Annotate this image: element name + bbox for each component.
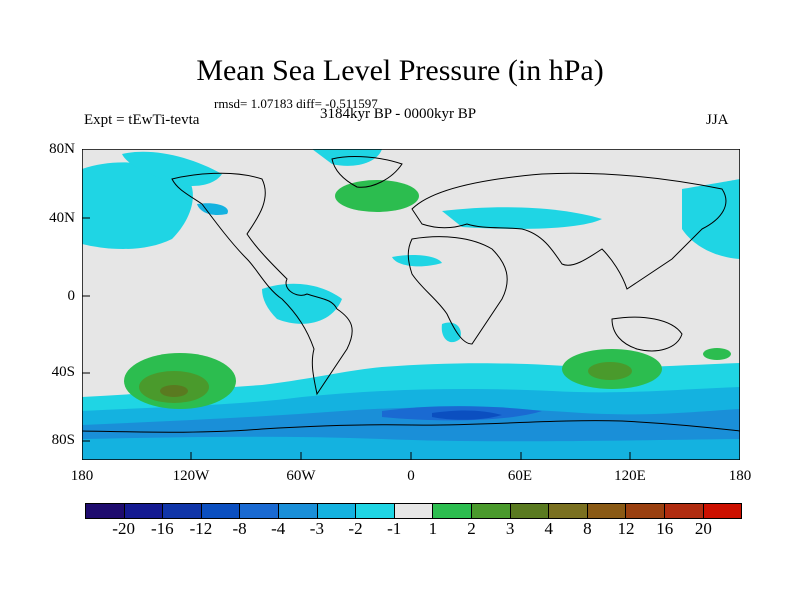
map-title: Mean Sea Level Pressure (in hPa) [196, 54, 604, 87]
americas-outline [171, 172, 353, 396]
stats-text: rmsd= 1.07183 diff= -0.511597 [214, 96, 378, 111]
antarctica-outline [82, 420, 740, 433]
colorbar-box [587, 504, 627, 518]
colorbar-label: -12 [189, 519, 213, 538]
season-label: JJA [706, 112, 729, 128]
coastlines [82, 156, 740, 433]
colorbar-box [124, 504, 164, 518]
colorbar-box [163, 504, 202, 518]
colorbar-box [471, 504, 511, 518]
colorbar-label: -8 [232, 519, 247, 538]
colorbar-label: 1 [428, 519, 438, 538]
positive-anomalies [124, 180, 731, 409]
lat-tick-40s: 40S [51, 364, 75, 380]
lon-tick-120w: 120W [172, 468, 210, 484]
colorbar-label: -3 [309, 519, 324, 538]
colorbar-label: 12 [617, 519, 635, 538]
colorbar-box [356, 504, 395, 518]
colorbar [85, 503, 742, 519]
lat-tick-0: 0 [67, 288, 76, 304]
colorbar-label: -4 [271, 519, 286, 538]
colorbar-label: 3 [505, 519, 515, 538]
southern-ocean-anomaly [82, 363, 740, 460]
lon-tick-180w: 180 [70, 468, 94, 484]
period-text: 3184kyr BP - 0000kyr BP [320, 106, 477, 122]
greenland-outline [331, 156, 403, 188]
colorbar-box [201, 504, 241, 518]
lat-tick-80n: 80N [49, 141, 75, 157]
colorbar-box [433, 504, 472, 518]
colorbar-box [394, 504, 434, 518]
colorbar-box [278, 504, 318, 518]
colorbar-box [240, 504, 279, 518]
africa-outline [407, 236, 508, 345]
colorbar-label: 8 [583, 519, 592, 538]
colorbar-label: 4 [544, 519, 554, 538]
colorbar-label: -20 [112, 519, 135, 538]
colorbar-label: -2 [348, 519, 363, 538]
lon-tick-180e: 180 [728, 468, 752, 484]
colorbar-box [510, 504, 550, 518]
map-panel [82, 149, 740, 460]
lat-tick-80s: 80S [51, 432, 75, 448]
australia-outline [611, 316, 683, 352]
lon-tick-0: 0 [407, 468, 415, 484]
colorbar-box [664, 504, 704, 518]
eurasia-outline [411, 172, 727, 290]
tick-marks [82, 149, 631, 460]
colorbar-box [703, 504, 742, 518]
experiment-label: Expt = tEwTi-tevta [84, 112, 200, 128]
lon-tick-120e: 120E [614, 468, 646, 484]
colorbar-box [626, 504, 665, 518]
lon-tick-60w: 60W [286, 468, 316, 484]
colorbar-label: -1 [387, 519, 402, 538]
colorbar-box [317, 504, 357, 518]
lon-tick-60e: 60E [507, 468, 533, 484]
colorbar-label: 16 [656, 519, 674, 538]
colorbar-label: -16 [150, 519, 174, 538]
lat-tick-40n: 40N [49, 210, 75, 226]
colorbar-label: 20 [694, 519, 712, 538]
colorbar-box [86, 504, 125, 518]
northern-anomalies [82, 149, 740, 343]
colorbar-label: 2 [467, 519, 476, 538]
colorbar-box [549, 504, 588, 518]
